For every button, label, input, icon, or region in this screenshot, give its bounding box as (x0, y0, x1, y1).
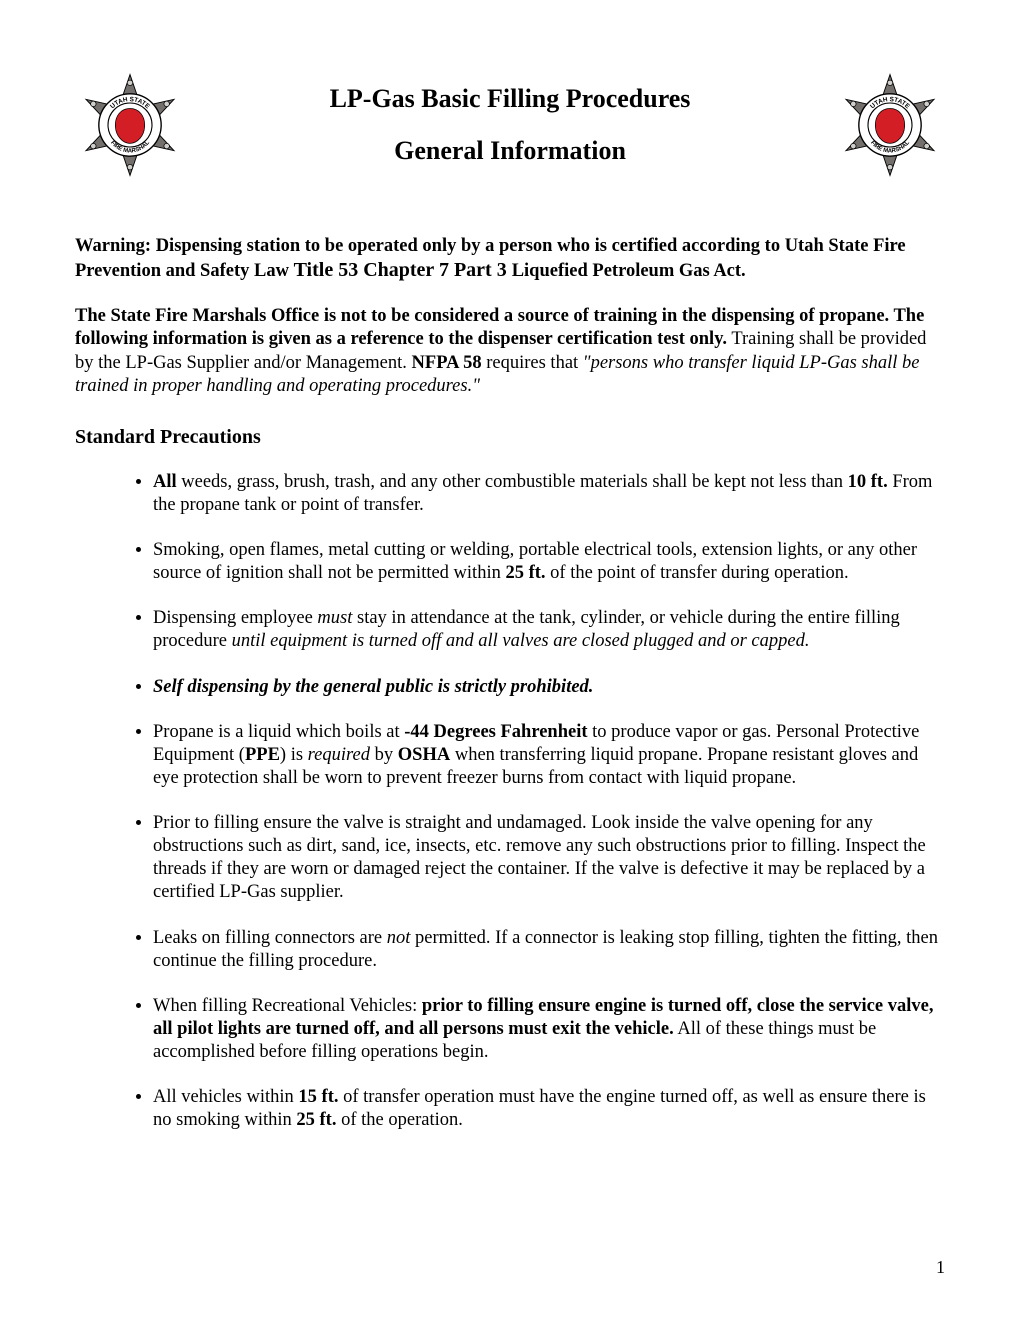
list-item: Dispensing employee must stay in attenda… (153, 607, 945, 653)
disclaimer-paragraph: The State Fire Marshals Office is not to… (75, 305, 945, 398)
b5-mid2: ) is (280, 745, 308, 765)
list-item: Self dispensing by the general public is… (153, 676, 945, 699)
b5-mid3: by (370, 745, 398, 765)
list-item: Propane is a liquid which boils at -44 D… (153, 721, 945, 790)
b1-mid: weeds, grass, brush, trash, and any othe… (177, 472, 848, 492)
b7-not: not (387, 928, 411, 948)
b9-d2: 25 ft. (296, 1110, 336, 1130)
badge-icon: UTAH STATE FIRE MARSHAL (835, 70, 945, 180)
b5-req: required (308, 745, 370, 765)
title-line-1: LP-Gas Basic Filling Procedures (185, 84, 835, 114)
header: UTAH STATE FIRE MARSHAL LP-Gas Basic (75, 70, 945, 180)
b9-d1: 15 ft. (298, 1087, 338, 1107)
b5-ppe: PPE (245, 745, 280, 765)
list-item: Prior to filling ensure the valve is str… (153, 812, 945, 905)
page: UTAH STATE FIRE MARSHAL LP-Gas Basic (0, 0, 1020, 1320)
disclaimer-plain2: requires that (482, 353, 583, 373)
b8-pre: When filling Recreational Vehicles: (153, 996, 422, 1016)
b9-pre: All vehicles within (153, 1087, 298, 1107)
b2-dist: 25 ft. (505, 563, 545, 583)
disclaimer-nfpa: NFPA 58 (412, 353, 482, 373)
list-item: All weeds, grass, brush, trash, and any … (153, 471, 945, 517)
b5-osha: OSHA (398, 745, 450, 765)
title-line-2: General Information (185, 136, 835, 166)
b9-post: of the operation. (336, 1110, 462, 1130)
b4-text: Self dispensing by the general public is… (153, 677, 593, 697)
list-item: Leaks on filling connectors are not perm… (153, 927, 945, 973)
page-number: 1 (936, 1257, 945, 1278)
title-block: LP-Gas Basic Filling Procedures General … (185, 84, 835, 166)
fire-marshal-badge-right: UTAH STATE FIRE MARSHAL (835, 70, 945, 180)
b7-pre: Leaks on filling connectors are (153, 928, 387, 948)
b1-dist: 10 ft. (848, 472, 888, 492)
fire-marshal-badge-left: UTAH STATE FIRE MARSHAL (75, 70, 185, 180)
b3-must: must (317, 608, 352, 628)
b6-text: Prior to filling ensure the valve is str… (153, 813, 926, 902)
b2-post: of the point of transfer during operatio… (546, 563, 849, 583)
list-item: Smoking, open flames, metal cutting or w… (153, 539, 945, 585)
list-item: All vehicles within 15 ft. of transfer o… (153, 1086, 945, 1132)
b1-all: All (153, 472, 177, 492)
b3-pre: Dispensing employee (153, 608, 317, 628)
b5-pre: Propane is a liquid which boils at (153, 722, 404, 742)
warning-title-ref: Title 53 Chapter 7 Part 3 (294, 259, 512, 281)
list-item: When filling Recreational Vehicles: prio… (153, 995, 945, 1064)
badge-icon: UTAH STATE FIRE MARSHAL (75, 70, 185, 180)
b3-ital: until equipment is turned off and all va… (232, 631, 810, 651)
section-heading: Standard Precautions (75, 426, 945, 449)
warning-paragraph: Warning: Dispensing station to be operat… (75, 235, 945, 283)
precautions-list: All weeds, grass, brush, trash, and any … (75, 471, 945, 1133)
warning-text-post: Liquefied Petroleum Gas Act. (512, 261, 746, 281)
b5-temp: -44 Degrees Fahrenheit (404, 722, 587, 742)
